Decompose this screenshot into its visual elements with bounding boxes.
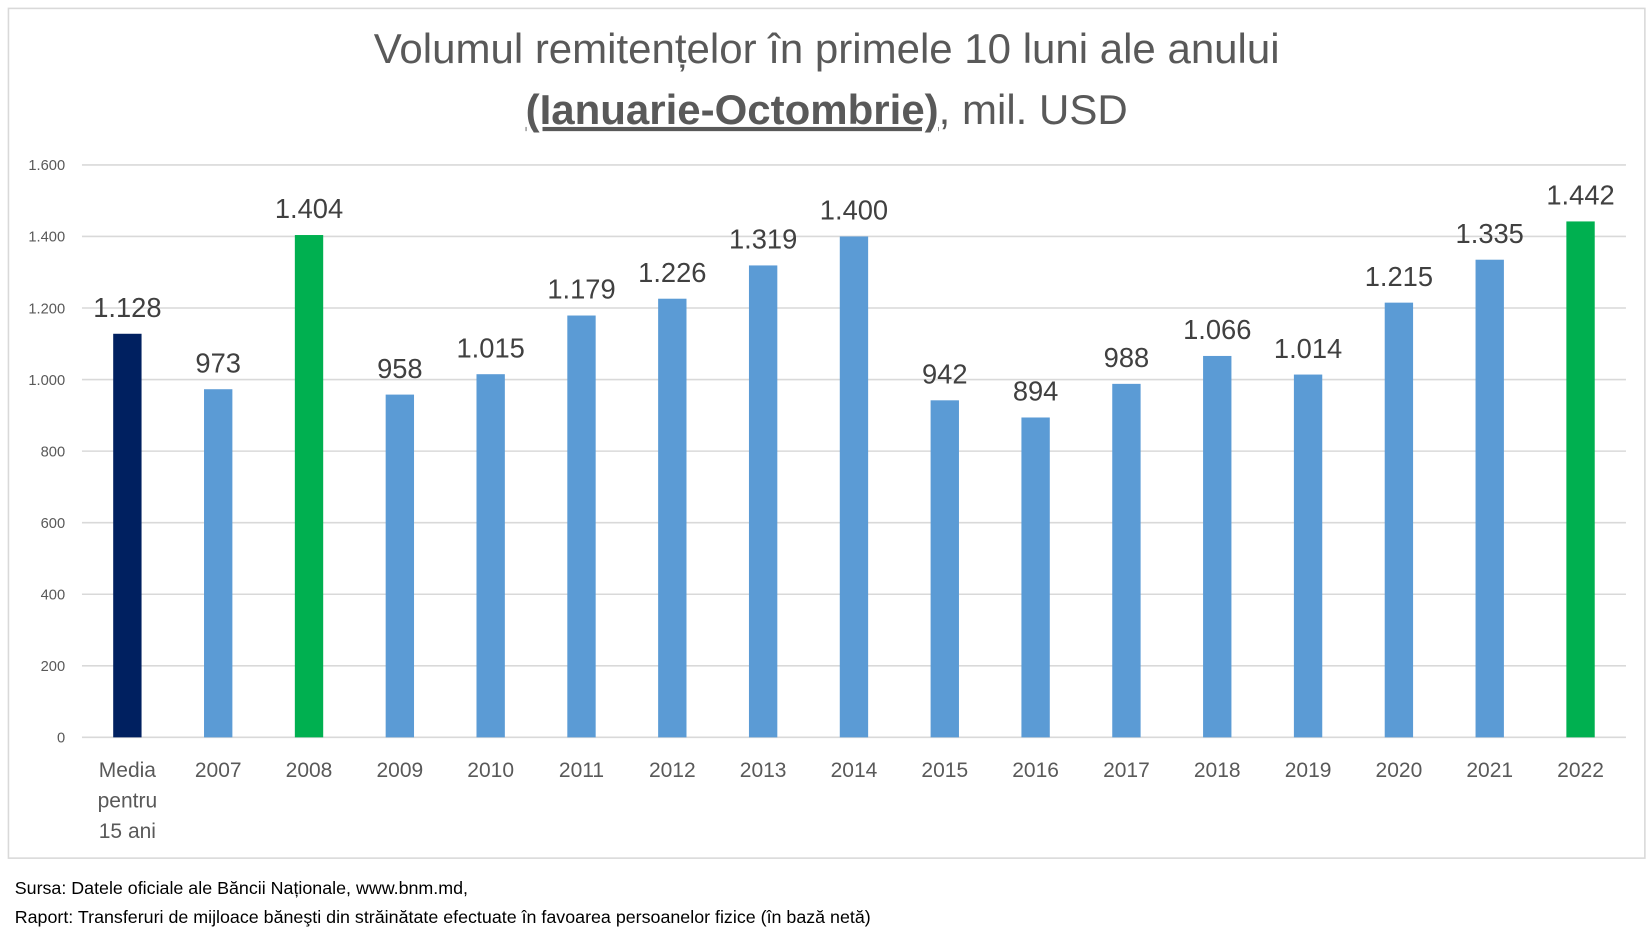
data-label: 1.319 <box>729 224 797 255</box>
y-tick-label: 600 <box>41 516 66 532</box>
y-tick-label: 0 <box>57 731 65 747</box>
x-tick-label: 15 ani <box>99 820 156 843</box>
x-tick-label: 2012 <box>649 759 696 782</box>
data-label: 1.400 <box>820 195 888 226</box>
data-label: 1.442 <box>1546 180 1614 211</box>
data-label: 1.226 <box>638 257 706 288</box>
x-tick-label: 2021 <box>1466 759 1513 782</box>
bar <box>1384 302 1414 738</box>
bar <box>385 394 415 738</box>
y-axis-ticks: 0 200 400 600 800 1.000 1.200 1.400 1.600 <box>28 158 65 746</box>
bar <box>567 315 596 738</box>
bar <box>204 389 233 738</box>
data-label: 973 <box>195 347 241 378</box>
x-tick-label: 2007 <box>195 759 242 782</box>
bar <box>1203 355 1232 738</box>
x-tick-label: 2011 <box>559 759 604 782</box>
x-tick-label: 2010 <box>467 759 514 782</box>
bar <box>658 298 687 738</box>
bar <box>476 374 505 738</box>
y-tick-label: 1.200 <box>28 301 65 317</box>
data-label: 1.215 <box>1365 261 1433 292</box>
y-tick-label: 400 <box>41 587 66 603</box>
chart-title-line1: Volumul remitențelor în primele 10 luni … <box>374 25 1280 72</box>
chart-border <box>7 7 1646 859</box>
x-tick-label: 2015 <box>921 759 968 782</box>
footer-source: Sursa: Datele oficiale ale Băncii Națion… <box>15 878 468 898</box>
y-tick-label: 1.600 <box>28 158 65 174</box>
chart-title-period: (Ianuarie-Octombrie) <box>526 86 939 133</box>
y-tick-label: 200 <box>41 659 66 675</box>
bar <box>1112 383 1141 738</box>
data-label: 1.015 <box>457 332 525 363</box>
x-tick-label: 2013 <box>740 759 787 782</box>
bar <box>1566 221 1595 738</box>
data-label: 942 <box>922 359 968 390</box>
x-tick-label: 2018 <box>1194 759 1241 782</box>
bar <box>1021 417 1050 738</box>
x-tick-label: 2017 <box>1103 759 1150 782</box>
x-tick-label: 2014 <box>831 759 878 782</box>
footer-report: Raport: Transferuri de mijloace băneşti … <box>15 907 871 927</box>
bar <box>1293 374 1323 738</box>
bar <box>113 333 142 738</box>
x-tick-label: 2009 <box>376 759 423 782</box>
data-label: 1.179 <box>547 274 615 305</box>
x-tick-label: 2016 <box>1012 759 1059 782</box>
x-tick-label: 2019 <box>1285 759 1332 782</box>
data-label: 988 <box>1104 342 1150 373</box>
data-label: 1.335 <box>1456 218 1524 249</box>
bar <box>1475 259 1504 738</box>
data-label: 1.404 <box>275 193 343 224</box>
bar <box>839 236 869 738</box>
bar <box>930 400 959 738</box>
data-label: 894 <box>1013 376 1059 407</box>
bar <box>294 235 324 738</box>
bar <box>748 265 778 738</box>
bars <box>113 221 1595 738</box>
data-labels: 1.128 973 1.404 958 1.015 1.179 1.226 1.319 1.40… <box>93 180 1614 407</box>
x-tick-label: 2022 <box>1557 759 1604 782</box>
chart-title-unit: , mil. USD <box>939 86 1128 133</box>
x-axis-labels: Media pentru 15 ani 2007 2008 2009 2010 2011 201… <box>98 759 1604 843</box>
data-label: 1.128 <box>93 292 161 323</box>
y-tick-label: 800 <box>41 444 66 460</box>
x-tick-label: 2020 <box>1376 759 1423 782</box>
y-tick-label: 1.400 <box>28 230 65 246</box>
x-tick-label: 2008 <box>286 759 333 782</box>
data-label: 958 <box>377 353 423 384</box>
data-label: 1.014 <box>1274 333 1342 364</box>
data-label: 1.066 <box>1183 314 1251 345</box>
x-tick-label: pentru <box>98 790 158 813</box>
y-tick-label: 1.000 <box>28 373 65 389</box>
x-tick-label: Media <box>99 759 157 782</box>
chart-title-line2: (Ianuarie-Octombrie), mil. USD <box>526 86 1128 133</box>
